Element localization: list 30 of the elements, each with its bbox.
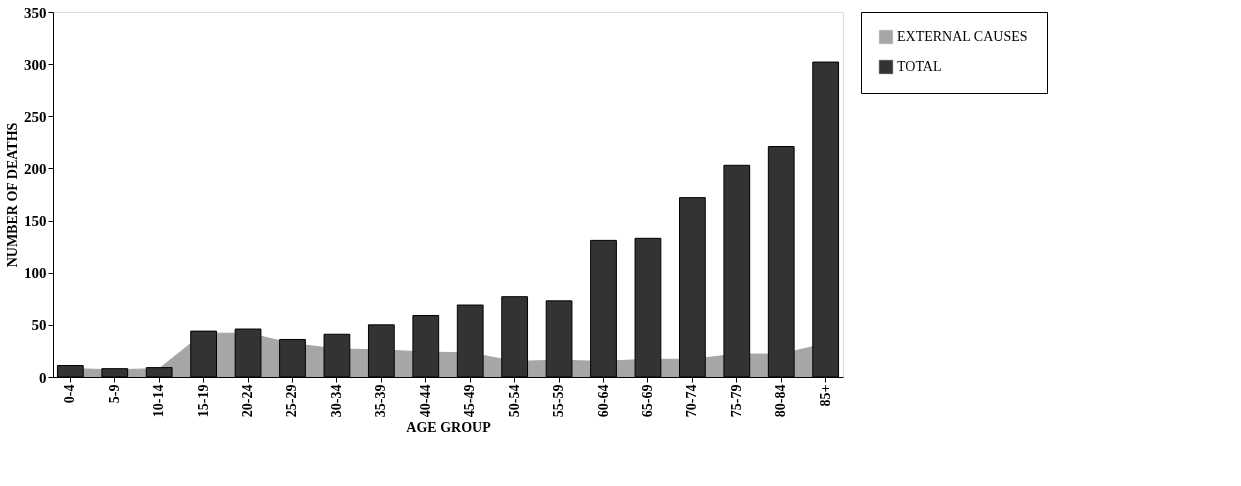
x-tick-label: 40-44 (417, 384, 433, 418)
x-tick-label: 0-4 (62, 384, 78, 404)
y-tick-label: 100 (24, 265, 47, 282)
legend-label: EXTERNAL CAUSES (897, 29, 1028, 44)
y-tick-label: 200 (24, 160, 47, 177)
x-tick-label: 5-9 (106, 384, 122, 404)
x-tick-label: 10-14 (151, 384, 167, 418)
x-axis-title: AGE GROUP (406, 420, 492, 436)
x-tick-label: 75-79 (728, 384, 744, 418)
x-tick-label: 60-64 (595, 384, 611, 418)
y-tick-label: 50 (31, 317, 47, 334)
x-tick-label: 35-39 (373, 384, 389, 418)
y-tick-label: 250 (24, 108, 47, 125)
x-tick-label: 15-19 (195, 384, 211, 418)
y-tick-label: 350 (24, 4, 47, 21)
y-tick-label: 300 (24, 56, 47, 73)
x-tick-label: 25-29 (284, 384, 300, 418)
y-tick-label: 0 (39, 369, 47, 386)
legend-label: TOTAL (897, 59, 942, 74)
x-tick-label: 30-34 (328, 384, 344, 418)
x-tick-label: 20-24 (240, 384, 256, 418)
x-tick-label: 50-54 (506, 384, 522, 418)
x-tick-label: 55-59 (551, 384, 567, 418)
y-tick-label: 150 (24, 213, 47, 230)
x-tick-label: 65-69 (639, 384, 655, 418)
x-tick-label: 85+ (817, 384, 833, 407)
x-tick-label: 70-74 (684, 384, 700, 418)
x-tick-label: 80-84 (773, 384, 789, 418)
y-axis-title: NUMBER OF DEATHS (5, 122, 20, 268)
x-tick-label: 45-49 (462, 384, 478, 418)
